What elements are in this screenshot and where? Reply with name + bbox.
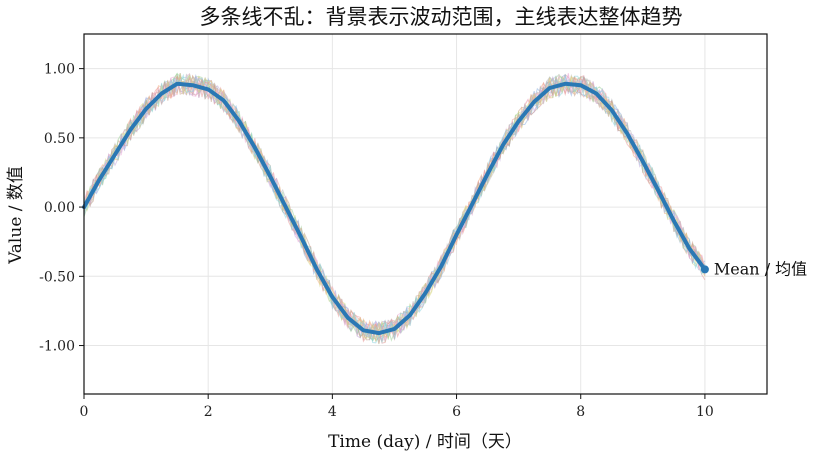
background-series-line — [83, 72, 706, 338]
x-tick-label: 0 — [80, 404, 89, 420]
x-tick-label: 8 — [576, 404, 585, 420]
y-axis: 1.00 0.50 0.00 -0.50 -1.00 — [39, 62, 84, 355]
mean-series-line — [82, 81, 707, 336]
x-axis: 0 2 4 6 8 10 — [80, 394, 714, 420]
x-axis-title: Time (day) / 时间（天） — [328, 432, 522, 452]
background-series-line — [83, 73, 706, 342]
x-tick-label: 10 — [696, 404, 714, 420]
grid — [83, 34, 767, 394]
y-tick-label: 0.00 — [44, 200, 75, 216]
x-tick-label: 4 — [328, 404, 337, 420]
mean-series-end-point — [700, 265, 709, 274]
mean-series-group — [82, 81, 709, 336]
x-tick-label: 2 — [204, 404, 213, 420]
plot-frame — [83, 33, 768, 395]
y-tick-label: -1.00 — [39, 339, 75, 355]
x-tick-label: 6 — [452, 404, 461, 420]
y-tick-label: 0.50 — [44, 131, 75, 147]
y-tick-label: 1.00 — [44, 62, 75, 78]
background-series-line — [83, 73, 706, 344]
chart-title: 多条线不乱：背景表示波动范围，主线表达整体趋势 — [200, 5, 683, 29]
y-axis-title: Value / 数值 — [6, 166, 26, 265]
mean-series-label: Mean / 均值 — [714, 259, 807, 278]
background-series-line — [83, 75, 706, 342]
y-tick-label: -0.50 — [39, 269, 75, 285]
